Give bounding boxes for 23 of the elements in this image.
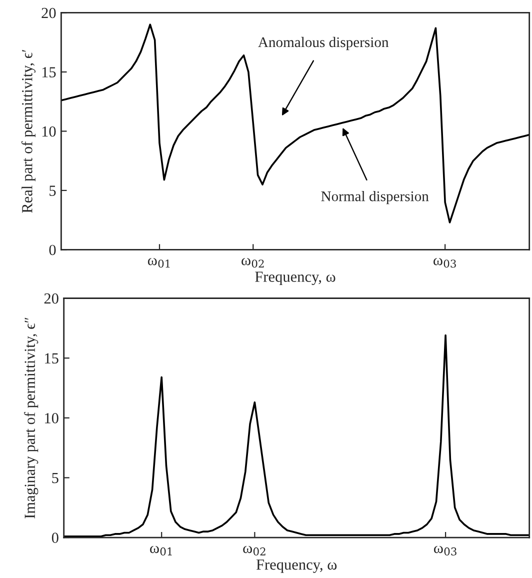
y-tick-label: 15 bbox=[42, 67, 56, 78]
line-series bbox=[61, 24, 530, 224]
y-tick-label: 5 bbox=[52, 473, 58, 484]
y-tick-label: 15 bbox=[45, 353, 58, 364]
x-tick-label: ω$_{02}$ bbox=[243, 546, 266, 556]
y-tick-label: 20 bbox=[44, 293, 58, 304]
y-tick-label: 10 bbox=[42, 126, 56, 137]
y-tick-label: 0 bbox=[49, 244, 56, 256]
y-tick-label: 5 bbox=[50, 186, 56, 196]
y-axis-title: Real part of permittivity, ϵ′ bbox=[21, 50, 36, 213]
y-axis-title: Imaginary part of permittivity, ϵ″ bbox=[24, 318, 38, 518]
x-tick-label: ω$_{03}$ bbox=[434, 546, 456, 556]
y-tick-label: 10 bbox=[45, 413, 58, 424]
x-axis-title: Frequency, ω bbox=[256, 560, 337, 573]
x-axis-title: Frequency, ω bbox=[255, 272, 336, 286]
annotation: Anomalous dispersion bbox=[258, 36, 389, 50]
annotation: Normal dispersion bbox=[321, 190, 429, 204]
x-tick-label: ω$_{01}$ bbox=[148, 258, 170, 268]
x-tick-label: ω$_{01}$ bbox=[150, 546, 172, 556]
y-tick-label: 0 bbox=[52, 532, 58, 543]
x-tick-label: ω$_{03}$ bbox=[434, 258, 456, 268]
y-tick-label: 20 bbox=[42, 8, 56, 18]
x-tick-label: ω$_{02}$ bbox=[242, 258, 264, 268]
